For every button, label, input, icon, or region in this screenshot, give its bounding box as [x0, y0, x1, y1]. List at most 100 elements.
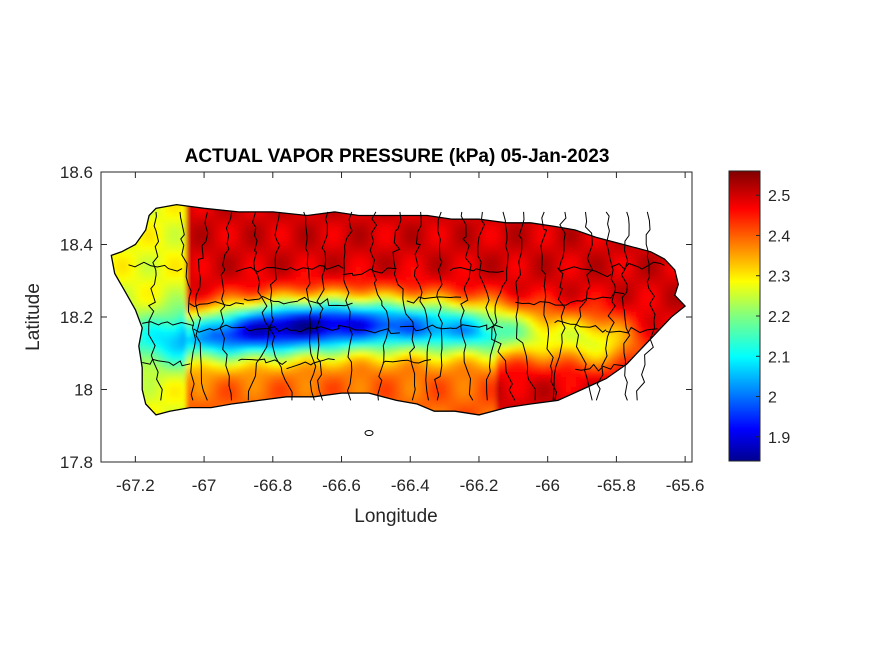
field-cell — [596, 307, 602, 313]
field-cell — [611, 352, 617, 358]
field-cell — [331, 302, 337, 308]
municipality-border — [247, 327, 270, 401]
field-cell — [366, 317, 372, 323]
field-cell — [256, 267, 262, 273]
field-cell — [511, 352, 517, 358]
field-cell — [266, 322, 272, 328]
field-cell — [346, 357, 352, 363]
field-cell — [486, 332, 492, 338]
field-cell — [546, 267, 552, 273]
field-cell — [166, 227, 172, 233]
field-cell — [576, 327, 582, 333]
field-cell — [316, 272, 322, 278]
field-cell — [231, 307, 237, 313]
field-cell — [386, 362, 392, 368]
field-cell — [176, 242, 182, 248]
field-cell — [416, 307, 422, 313]
field-cell — [421, 327, 427, 333]
field-cell — [531, 327, 537, 333]
field-cell — [611, 282, 617, 288]
field-cell — [191, 297, 197, 303]
field-cell — [146, 362, 152, 368]
field-cell — [456, 307, 462, 313]
field-cell — [401, 357, 407, 363]
field-cell — [186, 387, 192, 393]
field-cell — [291, 362, 297, 368]
field-cell — [511, 397, 517, 403]
field-cell — [211, 377, 217, 383]
field-cell — [401, 342, 407, 348]
field-cell — [261, 347, 267, 353]
field-cell — [606, 357, 612, 363]
field-cell — [381, 382, 387, 388]
field-cell — [401, 217, 407, 223]
field-cell — [581, 327, 587, 333]
field-cell — [511, 372, 517, 378]
field-cell — [546, 397, 552, 403]
field-cell — [626, 317, 632, 323]
field-cell — [496, 307, 502, 313]
field-cell — [341, 237, 347, 243]
field-cell — [401, 392, 407, 398]
field-cell — [511, 277, 517, 283]
field-cell — [546, 302, 552, 308]
field-cell — [301, 267, 307, 273]
field-cell — [136, 312, 142, 318]
field-cell — [341, 387, 347, 393]
field-cell — [591, 367, 597, 373]
field-cell — [576, 287, 582, 293]
field-cell — [251, 252, 257, 258]
field-cell — [561, 287, 567, 293]
field-cell — [216, 222, 222, 228]
field-cell — [146, 372, 152, 378]
field-cell — [591, 342, 597, 348]
field-cell — [631, 267, 637, 273]
field-cell — [276, 227, 282, 233]
field-cell — [241, 302, 247, 308]
field-cell — [356, 287, 362, 293]
field-cell — [551, 227, 557, 233]
field-cell — [196, 252, 202, 258]
field-cell — [276, 332, 282, 338]
field-cell — [201, 357, 207, 363]
field-cell — [426, 402, 432, 408]
field-cell — [411, 252, 417, 258]
field-cell — [321, 272, 327, 278]
field-cell — [351, 217, 357, 223]
field-cell — [306, 327, 312, 333]
field-cell — [411, 217, 417, 223]
field-cell — [376, 292, 382, 298]
field-cell — [246, 307, 252, 313]
field-cell — [431, 347, 437, 353]
field-cell — [266, 262, 272, 268]
field-cell — [416, 357, 422, 363]
field-cell — [451, 217, 457, 223]
field-cell — [416, 287, 422, 293]
field-cell — [356, 267, 362, 273]
field-cell — [411, 267, 417, 273]
field-cell — [491, 227, 497, 233]
field-cell — [536, 232, 542, 238]
field-cell — [181, 207, 187, 213]
municipality-border — [502, 211, 509, 270]
field-cell — [406, 337, 412, 343]
field-cell — [291, 377, 297, 383]
field-cell — [486, 322, 492, 328]
field-cell — [336, 382, 342, 388]
field-cell — [576, 262, 582, 268]
field-cell — [631, 352, 637, 358]
field-cell — [476, 352, 482, 358]
field-cell — [556, 257, 562, 263]
field-cell — [171, 332, 177, 338]
field-cell — [516, 372, 522, 378]
field-cell — [451, 222, 457, 228]
field-cell — [411, 382, 417, 388]
field-cell — [176, 277, 182, 283]
field-cell — [616, 247, 622, 253]
field-cell — [226, 362, 232, 368]
field-cell — [336, 317, 342, 323]
field-cell — [511, 402, 517, 408]
field-cell — [336, 337, 342, 343]
field-cell — [451, 382, 457, 388]
field-cell — [141, 367, 147, 373]
